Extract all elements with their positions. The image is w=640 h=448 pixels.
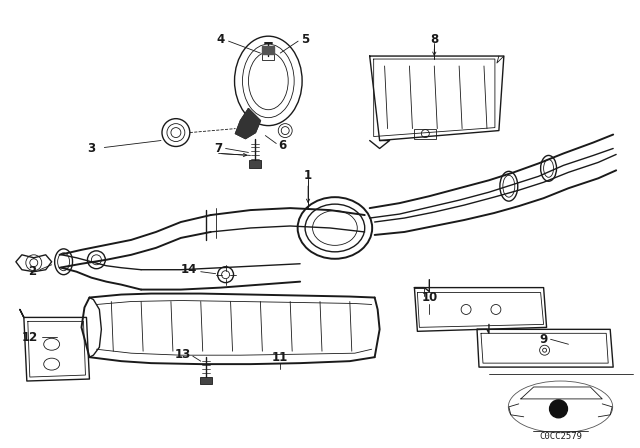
Text: 14: 14 — [180, 263, 197, 276]
Text: 8: 8 — [430, 33, 438, 46]
Text: C0CC2579: C0CC2579 — [539, 432, 582, 441]
Bar — [250, 160, 261, 168]
Text: 10: 10 — [421, 291, 438, 304]
Text: 6: 6 — [278, 139, 286, 152]
Bar — [262, 46, 275, 54]
Text: 13: 13 — [175, 348, 191, 361]
Text: 7: 7 — [214, 142, 223, 155]
Bar — [200, 377, 212, 384]
Bar — [415, 129, 436, 138]
Text: 9: 9 — [540, 333, 548, 346]
Polygon shape — [236, 109, 260, 138]
Text: 2: 2 — [28, 265, 36, 278]
Text: 12: 12 — [22, 331, 38, 344]
Text: 1: 1 — [304, 169, 312, 182]
Bar — [262, 54, 275, 60]
Text: 5: 5 — [301, 33, 309, 46]
Text: 3: 3 — [88, 142, 95, 155]
Text: 11: 11 — [272, 351, 289, 364]
Text: 4: 4 — [216, 33, 225, 46]
Circle shape — [550, 400, 568, 418]
